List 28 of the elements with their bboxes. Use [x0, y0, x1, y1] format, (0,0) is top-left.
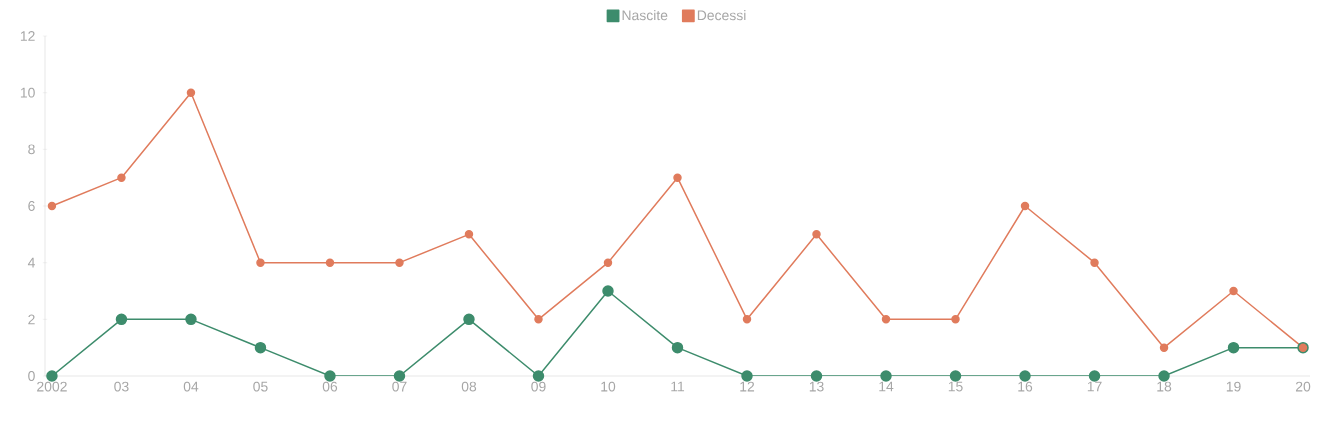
x-tick-label: 17 [1087, 381, 1102, 392]
x-tick-label: 14 [879, 381, 894, 392]
x-tick-label: 12 [740, 381, 755, 392]
x-tick-label: 07 [392, 381, 407, 392]
x-tick-label: 05 [253, 381, 268, 392]
x-tick-label: 03 [114, 381, 129, 392]
legend-label: Decessi [697, 10, 746, 21]
y-tick-label: 4 [27, 257, 35, 268]
x-tick-label: 19 [1226, 381, 1241, 392]
x-tick-label: 16 [1018, 381, 1033, 392]
x-tick-label: 15 [948, 381, 963, 392]
x-tick-label: 13 [809, 381, 824, 392]
x-tick-label: 11 [671, 381, 685, 392]
y-tick-label: 12 [20, 31, 35, 41]
x-tick-label: 06 [322, 381, 338, 392]
x-tick-label: 2002 [37, 381, 67, 392]
y-tick-label: 10 [20, 87, 35, 98]
x-tick-label: 08 [461, 381, 477, 392]
legend-label: Nascite [622, 10, 668, 21]
x-tick-label: 10 [601, 381, 616, 392]
x-tick-label: 04 [183, 381, 199, 392]
x-tick-label: 20 [1295, 381, 1311, 392]
x-tick-label: 09 [531, 381, 546, 392]
x-tick-label: 18 [1157, 381, 1172, 392]
y-tick-label: 6 [28, 201, 35, 211]
y-tick-label: 2 [28, 314, 35, 325]
y-tick-label: 8 [28, 144, 35, 155]
y-tick-label: 0 [28, 371, 35, 381]
